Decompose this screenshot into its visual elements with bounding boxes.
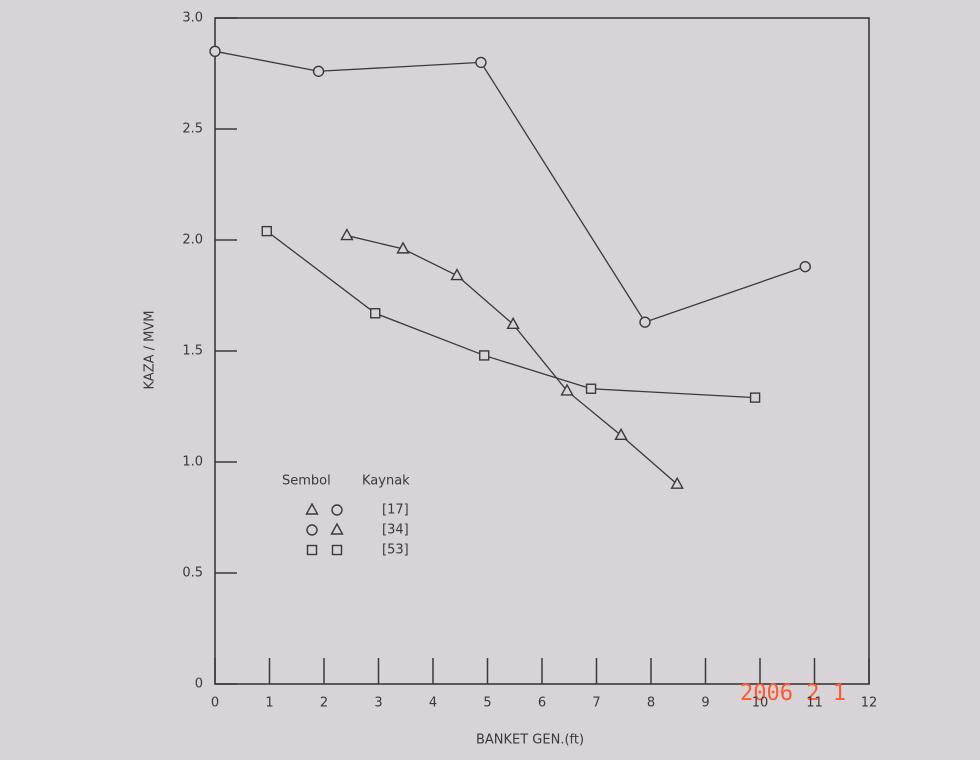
x-tick-label: 2 <box>320 696 328 711</box>
marker-square <box>751 393 760 402</box>
legend-label: [17] <box>382 503 409 518</box>
chart: KAZA / MVM BANKET GEN.(ft) Sembol Kaynak… <box>0 0 980 760</box>
marker-triangle <box>672 478 683 488</box>
y-tick-label: 1.0 <box>182 455 203 470</box>
series-line <box>215 51 805 322</box>
series-line <box>267 231 755 398</box>
x-axis-label: BANKET GEN.(ft) <box>476 733 584 748</box>
legend-symbol <box>333 546 342 555</box>
marker-square <box>371 309 380 318</box>
marker-square <box>587 384 596 393</box>
x-tick-label: 9 <box>701 696 709 711</box>
marker-triangle <box>616 429 627 439</box>
x-tick-label: 8 <box>647 696 655 711</box>
legend-symbol <box>307 525 317 535</box>
x-tick-label: 0 <box>211 696 219 711</box>
x-tick-label: 5 <box>483 696 491 711</box>
y-tick-label: 0 <box>195 677 203 692</box>
y-tick-label: 0.5 <box>182 566 203 581</box>
x-tick-label: 3 <box>374 696 382 711</box>
x-tick-label: 1 <box>265 696 273 711</box>
x-tick-label: 7 <box>592 696 600 711</box>
marker-circle <box>640 317 650 327</box>
legend-label: [53] <box>382 543 409 558</box>
marker-circle <box>210 46 220 56</box>
legend-symbol <box>332 524 343 534</box>
marker-circle <box>800 262 810 272</box>
plot-frame <box>215 18 869 684</box>
series-line <box>347 236 677 485</box>
marker-triangle <box>341 230 352 240</box>
y-tick-label: 1.5 <box>182 344 203 359</box>
marker-triangle <box>508 318 519 328</box>
marker-square <box>480 351 489 360</box>
legend-header: Sembol <box>282 474 331 489</box>
legend-label: [34] <box>382 523 409 538</box>
legend-header: Kaynak <box>362 474 410 489</box>
y-tick-label: 3.0 <box>182 11 203 26</box>
marker-triangle <box>451 270 462 280</box>
marker-circle <box>314 66 324 76</box>
marker-square <box>262 227 271 236</box>
legend-symbol <box>308 546 317 555</box>
x-tick-label: 11 <box>806 696 823 711</box>
x-tick-label: 10 <box>752 696 769 711</box>
y-tick-label: 2.0 <box>182 233 203 248</box>
legend-symbol <box>332 505 342 515</box>
x-tick-label: 12 <box>861 696 878 711</box>
x-tick-label: 4 <box>429 696 437 711</box>
y-axis-label: KAZA / MVM <box>143 311 158 390</box>
y-tick-label: 2.5 <box>182 122 203 137</box>
x-tick-label: 6 <box>538 696 546 711</box>
legend-symbol <box>307 504 318 514</box>
marker-circle <box>476 57 486 67</box>
